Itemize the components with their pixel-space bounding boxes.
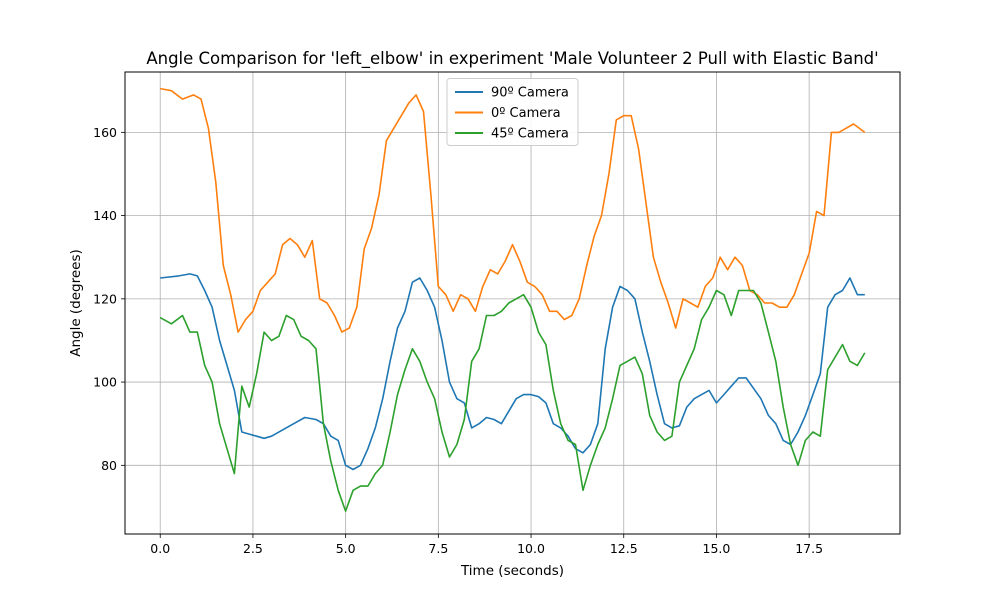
legend-label: 0º Camera bbox=[491, 106, 561, 121]
x-tick-label: 7.5 bbox=[428, 541, 448, 556]
legend-label: 45º Camera bbox=[491, 127, 569, 142]
legend-label: 90º Camera bbox=[491, 86, 569, 101]
y-tick-label: 160 bbox=[93, 125, 117, 140]
legend-box bbox=[446, 78, 579, 146]
x-tick-label: 15.0 bbox=[703, 541, 731, 556]
x-tick-label: 2.5 bbox=[243, 541, 263, 556]
x-tick-label: 12.5 bbox=[610, 541, 638, 556]
series-line-3 bbox=[159, 289, 866, 512]
y-tick-label: 140 bbox=[93, 208, 117, 223]
x-axis-label: Time (seconds) bbox=[460, 563, 564, 579]
chart-title: Angle Comparison for 'left_elbow' in exp… bbox=[146, 49, 878, 69]
y-tick-label: 80 bbox=[101, 458, 117, 473]
y-tick-label: 120 bbox=[93, 291, 117, 306]
x-tick-label: 10.0 bbox=[517, 541, 545, 556]
y-tick-label: 100 bbox=[93, 375, 117, 390]
y-axis-label: Angle (degrees) bbox=[68, 249, 84, 357]
y-axis-ticks: 80 100 120 140 160 bbox=[93, 125, 125, 473]
plot-frame bbox=[124, 71, 901, 535]
series-lines bbox=[159, 87, 866, 512]
x-tick-label: 5.0 bbox=[336, 541, 356, 556]
x-axis-ticks: 0.0 2.5 5.0 7.5 10.0 12.5 15.0 17.5 bbox=[150, 534, 823, 556]
series-line-1 bbox=[160, 273, 865, 471]
x-tick-label: 17.5 bbox=[795, 541, 823, 556]
legend: 90º Camera 0º Camera 45º Camera bbox=[446, 78, 579, 146]
x-tick-label: 0.0 bbox=[150, 541, 170, 556]
series-line-2 bbox=[160, 87, 866, 333]
